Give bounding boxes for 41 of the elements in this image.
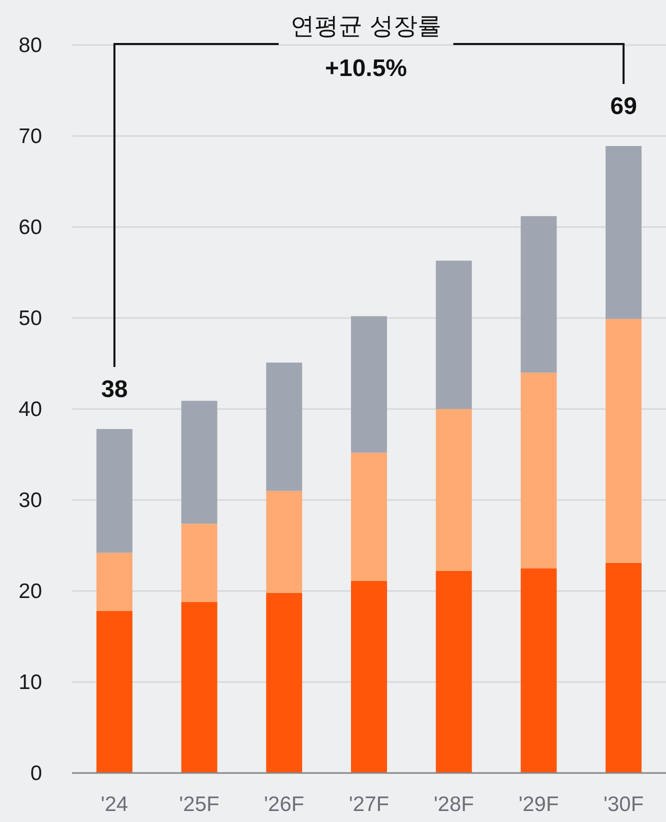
y-tick-label: 40 [18, 398, 42, 421]
y-tick-label: 20 [18, 580, 42, 603]
bar [351, 580, 387, 773]
bar [96, 429, 132, 553]
bar [266, 490, 302, 593]
bar [436, 409, 472, 571]
bar [96, 611, 132, 773]
x-tick-label: '27F [348, 793, 390, 816]
y-tick-label: 70 [18, 125, 42, 148]
y-tick-label: 0 [30, 762, 42, 785]
bar [520, 216, 557, 373]
y-tick-label: 50 [18, 307, 42, 330]
x-tick-label: '25F [179, 793, 220, 816]
bar [436, 570, 472, 773]
bar [266, 362, 302, 491]
bar [181, 602, 218, 773]
total-label: 69 [610, 93, 637, 120]
bar [351, 452, 387, 581]
bar [351, 316, 387, 453]
x-tick-label: '24 [100, 793, 128, 816]
total-label: 38 [101, 376, 128, 404]
y-tick-label: 30 [18, 489, 42, 512]
x-tick-label: '29F [518, 793, 559, 816]
x-tick-label: '26F [264, 793, 304, 816]
bar [266, 592, 302, 773]
y-tick-label: 10 [18, 671, 42, 694]
bar [520, 568, 557, 773]
x-tick-label: '30F [603, 793, 644, 816]
bar [96, 552, 132, 612]
x-tick-label: '28F [434, 793, 474, 816]
bar [606, 146, 642, 319]
bar [606, 562, 642, 773]
annotation: +10.5% [324, 55, 408, 82]
bar [436, 260, 472, 409]
bar [181, 524, 218, 602]
y-tick-label: 60 [18, 216, 42, 239]
bar [181, 400, 218, 524]
text: 연평균 성장률 [290, 13, 442, 40]
y-tick-label: 80 [18, 34, 42, 57]
bar [606, 318, 642, 563]
bar [520, 372, 557, 568]
